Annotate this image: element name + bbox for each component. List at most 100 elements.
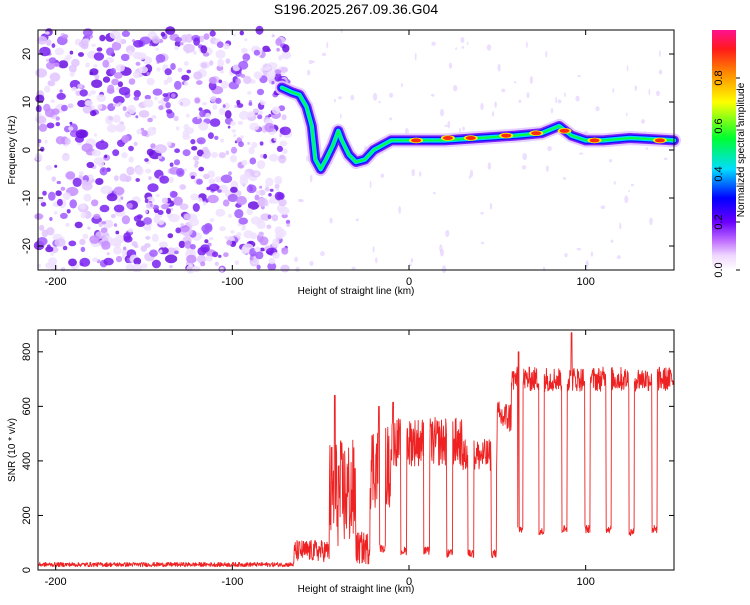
noise-blob xyxy=(150,143,156,149)
noise-blob xyxy=(192,50,197,55)
noise-blob xyxy=(62,192,71,200)
noise-speck xyxy=(378,100,382,104)
noise-blob xyxy=(254,194,260,201)
noise-blob xyxy=(256,88,265,96)
noise-speck xyxy=(369,180,372,189)
ridge-hotspot xyxy=(559,128,570,133)
noise-blob xyxy=(184,240,192,249)
noise-blob xyxy=(236,190,242,197)
noise-blob xyxy=(230,230,235,234)
noise-blob xyxy=(225,150,230,155)
colorbar: 0.0 0.2 0.4 0.6 0.8 Normalized spectral ampl… xyxy=(712,30,747,278)
noise-blob xyxy=(202,101,207,106)
noise-blob xyxy=(36,237,48,246)
noise-speck xyxy=(445,230,450,238)
noise-speck xyxy=(648,88,651,96)
noise-blob xyxy=(102,76,111,83)
noise-blob xyxy=(276,47,280,52)
noise-blob xyxy=(116,103,119,108)
noise-blob xyxy=(132,51,143,60)
noise-blob xyxy=(146,77,155,86)
noise-speck xyxy=(494,101,497,108)
y-tick-label: -20 xyxy=(21,238,33,254)
noise-blob xyxy=(230,146,238,154)
noise-blob xyxy=(188,263,193,268)
noise-blob xyxy=(277,192,285,200)
figure-title: S196.2025.267.09.36.G04 xyxy=(274,1,438,17)
noise-blob xyxy=(36,35,48,45)
noise-blob xyxy=(82,233,89,240)
noise-blob xyxy=(274,226,283,236)
noise-blob xyxy=(228,171,232,176)
noise-speck xyxy=(659,50,661,57)
noise-blob xyxy=(249,157,257,165)
noise-blob xyxy=(44,139,48,144)
noise-blob xyxy=(135,115,139,119)
noise-blob xyxy=(254,247,261,252)
noise-speck xyxy=(663,157,668,161)
noise-blob xyxy=(276,145,283,152)
noise-blob xyxy=(235,78,241,85)
noise-blob xyxy=(227,194,238,202)
noise-blob xyxy=(84,100,93,107)
noise-blob xyxy=(219,226,226,232)
noise-blob xyxy=(186,254,197,264)
noise-blob xyxy=(182,134,191,140)
noise-blob xyxy=(96,47,103,52)
noise-blob xyxy=(122,106,127,112)
noise-blob xyxy=(116,86,120,91)
noise-blob xyxy=(92,257,99,263)
noise-blob xyxy=(51,43,56,48)
noise-blob xyxy=(184,61,189,67)
noise-blob xyxy=(133,90,141,98)
noise-blob xyxy=(196,137,206,145)
noise-blob xyxy=(113,223,118,227)
noise-blob xyxy=(275,188,280,192)
noise-speck xyxy=(469,169,474,178)
noise-blob xyxy=(266,48,271,52)
noise-blob xyxy=(108,116,114,121)
noise-speck xyxy=(389,92,394,98)
noise-blob xyxy=(113,95,125,105)
noise-blob xyxy=(148,176,152,181)
noise-blob xyxy=(236,195,247,206)
noise-blob xyxy=(271,241,280,248)
noise-blob xyxy=(186,69,192,74)
noise-blob xyxy=(268,257,275,265)
noise-blob xyxy=(220,174,233,184)
noise-blob xyxy=(95,178,104,185)
noise-blob xyxy=(165,254,178,264)
noise-blob xyxy=(282,44,290,53)
noise-blob xyxy=(239,30,244,36)
noise-blob xyxy=(115,230,120,235)
noise-blob xyxy=(226,240,233,246)
noise-blob xyxy=(158,105,164,111)
noise-blob xyxy=(144,243,151,248)
noise-blob xyxy=(278,198,287,207)
noise-blob xyxy=(167,233,174,239)
noise-blob xyxy=(256,264,261,270)
noise-blob xyxy=(238,60,249,70)
noise-blob xyxy=(97,104,103,110)
noise-blob xyxy=(106,47,115,56)
noise-blob xyxy=(163,96,170,102)
ridge-hotspot xyxy=(411,138,422,143)
noise-blob xyxy=(81,143,93,153)
snr-panel: -200 -100 0 100 0 200 400 600 800 Height of str… xyxy=(7,329,675,595)
noise-blob xyxy=(271,34,275,38)
noise-blob xyxy=(69,50,74,55)
noise-blob xyxy=(238,217,248,225)
noise-blob xyxy=(253,71,263,80)
noise-blob xyxy=(78,174,83,179)
noise-blob xyxy=(274,176,283,185)
noise-blob xyxy=(160,31,166,37)
noise-speck xyxy=(562,177,567,180)
noise-blob xyxy=(248,146,255,155)
noise-blob xyxy=(224,110,232,119)
noise-blob xyxy=(205,112,211,119)
noise-speck xyxy=(466,41,469,45)
noise-blob xyxy=(279,133,283,138)
noise-speck xyxy=(333,98,336,103)
noise-blob xyxy=(173,196,183,206)
noise-blob xyxy=(203,173,210,180)
